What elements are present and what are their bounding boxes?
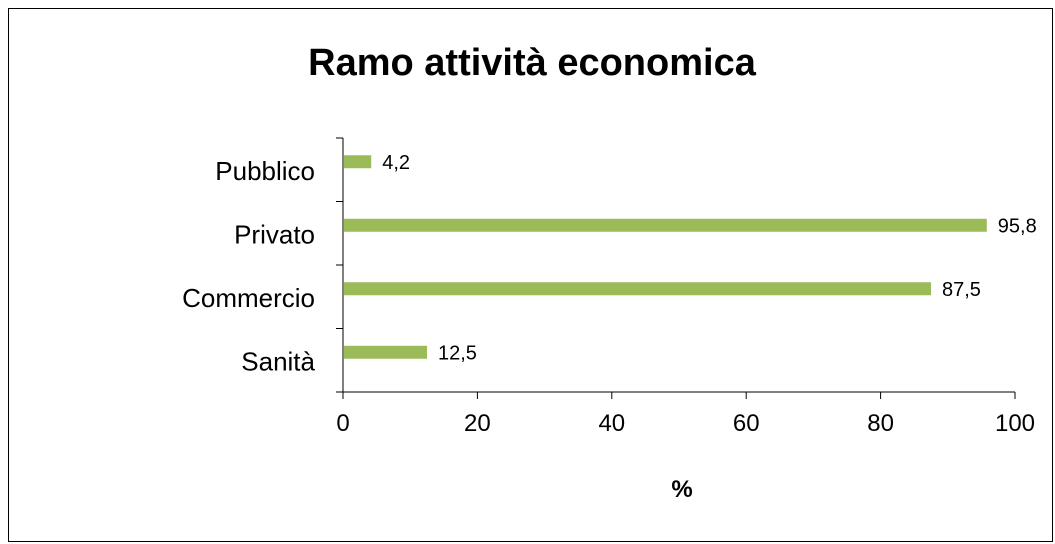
category-label: Pubblico xyxy=(215,156,315,186)
bar xyxy=(344,155,372,169)
category-label: Sanità xyxy=(241,346,315,376)
x-axis-label: % xyxy=(671,476,692,503)
plot-area: 0 20 40 60 80 100 Pubblico 4,2 Privato 95,8 Commer… xyxy=(182,137,1037,437)
x-tick-label: 60 xyxy=(733,410,760,437)
category-label: Commercio xyxy=(182,283,315,313)
x-tick-label: 20 xyxy=(464,410,491,437)
x-tick-label: 40 xyxy=(598,410,625,437)
x-tick-label: 80 xyxy=(867,410,894,437)
chart-frame xyxy=(8,8,1053,542)
data-label: 95,8 xyxy=(998,215,1037,237)
bar xyxy=(344,282,931,296)
category-label: Privato xyxy=(234,219,315,249)
chart-title: Ramo attività economica xyxy=(308,42,757,84)
data-label: 12,5 xyxy=(438,342,477,364)
bar xyxy=(344,218,987,232)
x-tick-label: 0 xyxy=(336,410,349,437)
bar xyxy=(344,345,427,359)
x-tick-label: 100 xyxy=(995,410,1035,437)
data-label: 87,5 xyxy=(942,279,981,301)
data-label: 4,2 xyxy=(382,152,410,174)
